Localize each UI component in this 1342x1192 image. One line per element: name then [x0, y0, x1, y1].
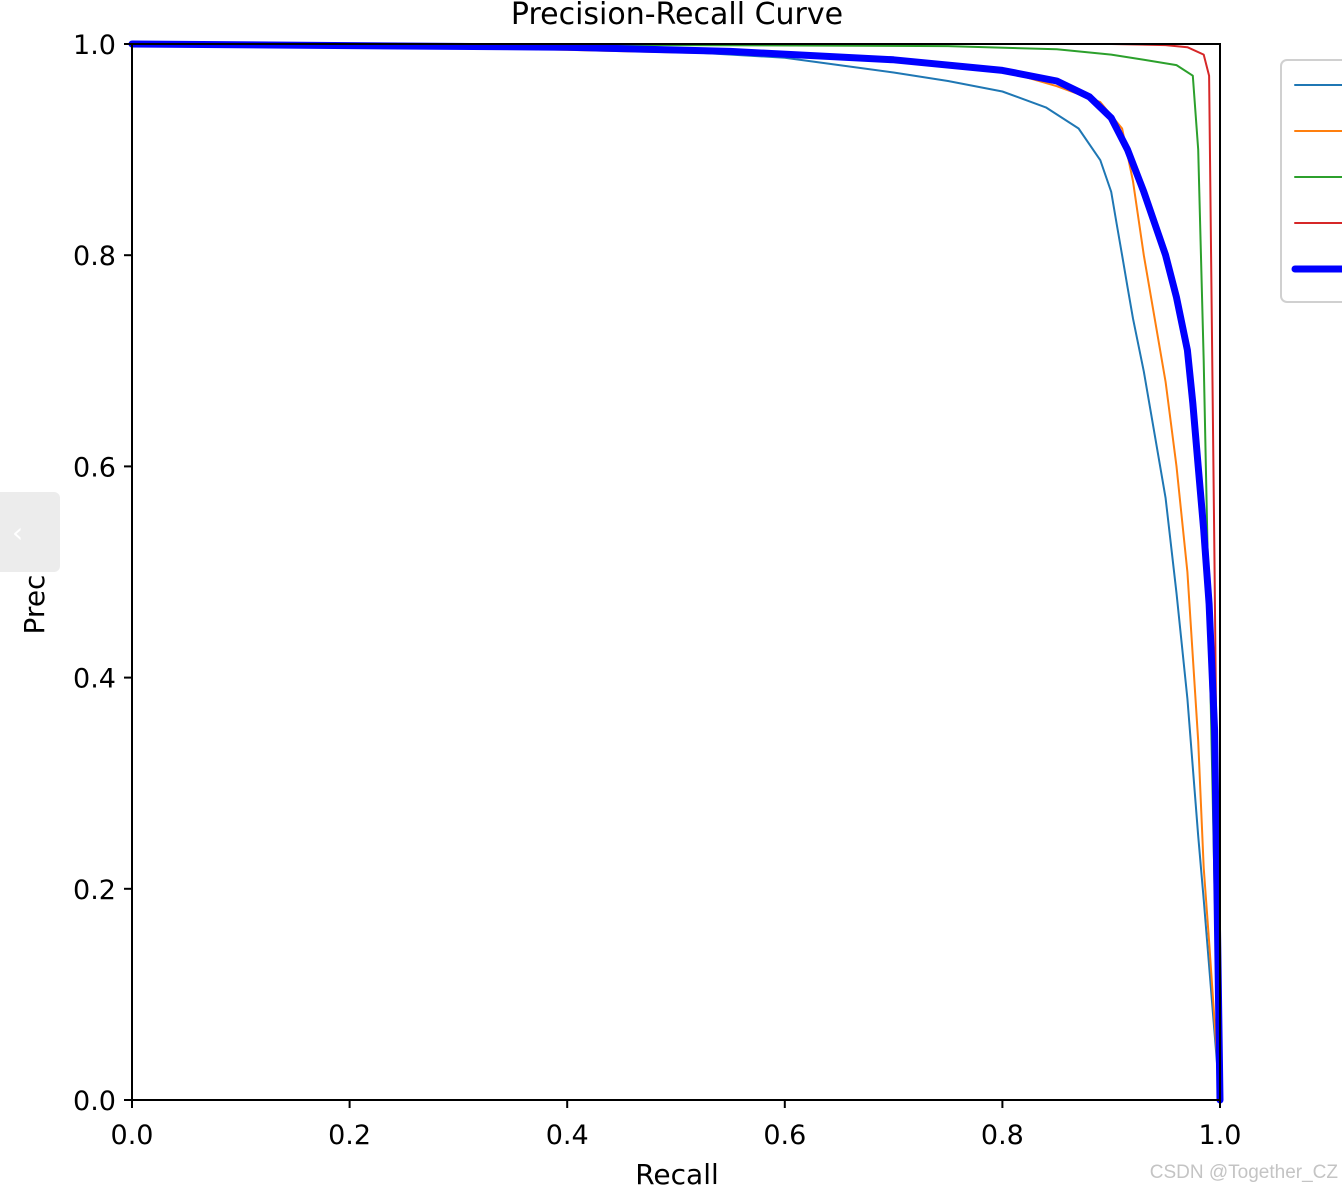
series-line-5: [128, 40, 1224, 1104]
y-tick-label: 0.4: [73, 664, 116, 695]
legend-box: [1280, 59, 1342, 303]
y-tick-label: 0.8: [73, 241, 116, 272]
y-tick-label: 0.6: [73, 452, 116, 483]
x-tick-label: 0.4: [546, 1120, 589, 1151]
x-tick-label: 0.2: [328, 1120, 371, 1151]
x-tick-label: 0.6: [763, 1120, 806, 1151]
x-tick-label: 0.0: [111, 1120, 154, 1151]
x-axis: 0.0 0.2 0.4 0.6 0.8 1.0: [111, 1100, 1242, 1151]
chart-title: Precision-Recall Curve: [511, 0, 843, 32]
y-tick-label: 0.2: [73, 875, 116, 906]
y-axis: 0.0 0.2 0.4 0.6 0.8 1.0: [73, 30, 132, 1117]
chevron-left-icon: ‹: [12, 516, 24, 549]
collapse-panel-tab[interactable]: ‹: [0, 492, 60, 572]
y-tick-label: 0.0: [73, 1086, 116, 1117]
y-tick-label: 1.0: [73, 30, 116, 61]
series-line-1: [131, 43, 1221, 1101]
axes-frame: [131, 43, 1221, 1101]
series-line-2: [131, 43, 1221, 1101]
series-line-3: [131, 43, 1221, 1101]
legend: [1280, 59, 1342, 303]
x-tick-label: 1.0: [1199, 1120, 1242, 1151]
series-line-4: [131, 43, 1221, 1101]
plot-area: [128, 40, 1224, 1104]
x-axis-label: Recall: [635, 1158, 719, 1191]
x-tick-label: 0.8: [981, 1120, 1024, 1151]
watermark: CSDN @Together_CZ: [1149, 1162, 1338, 1183]
